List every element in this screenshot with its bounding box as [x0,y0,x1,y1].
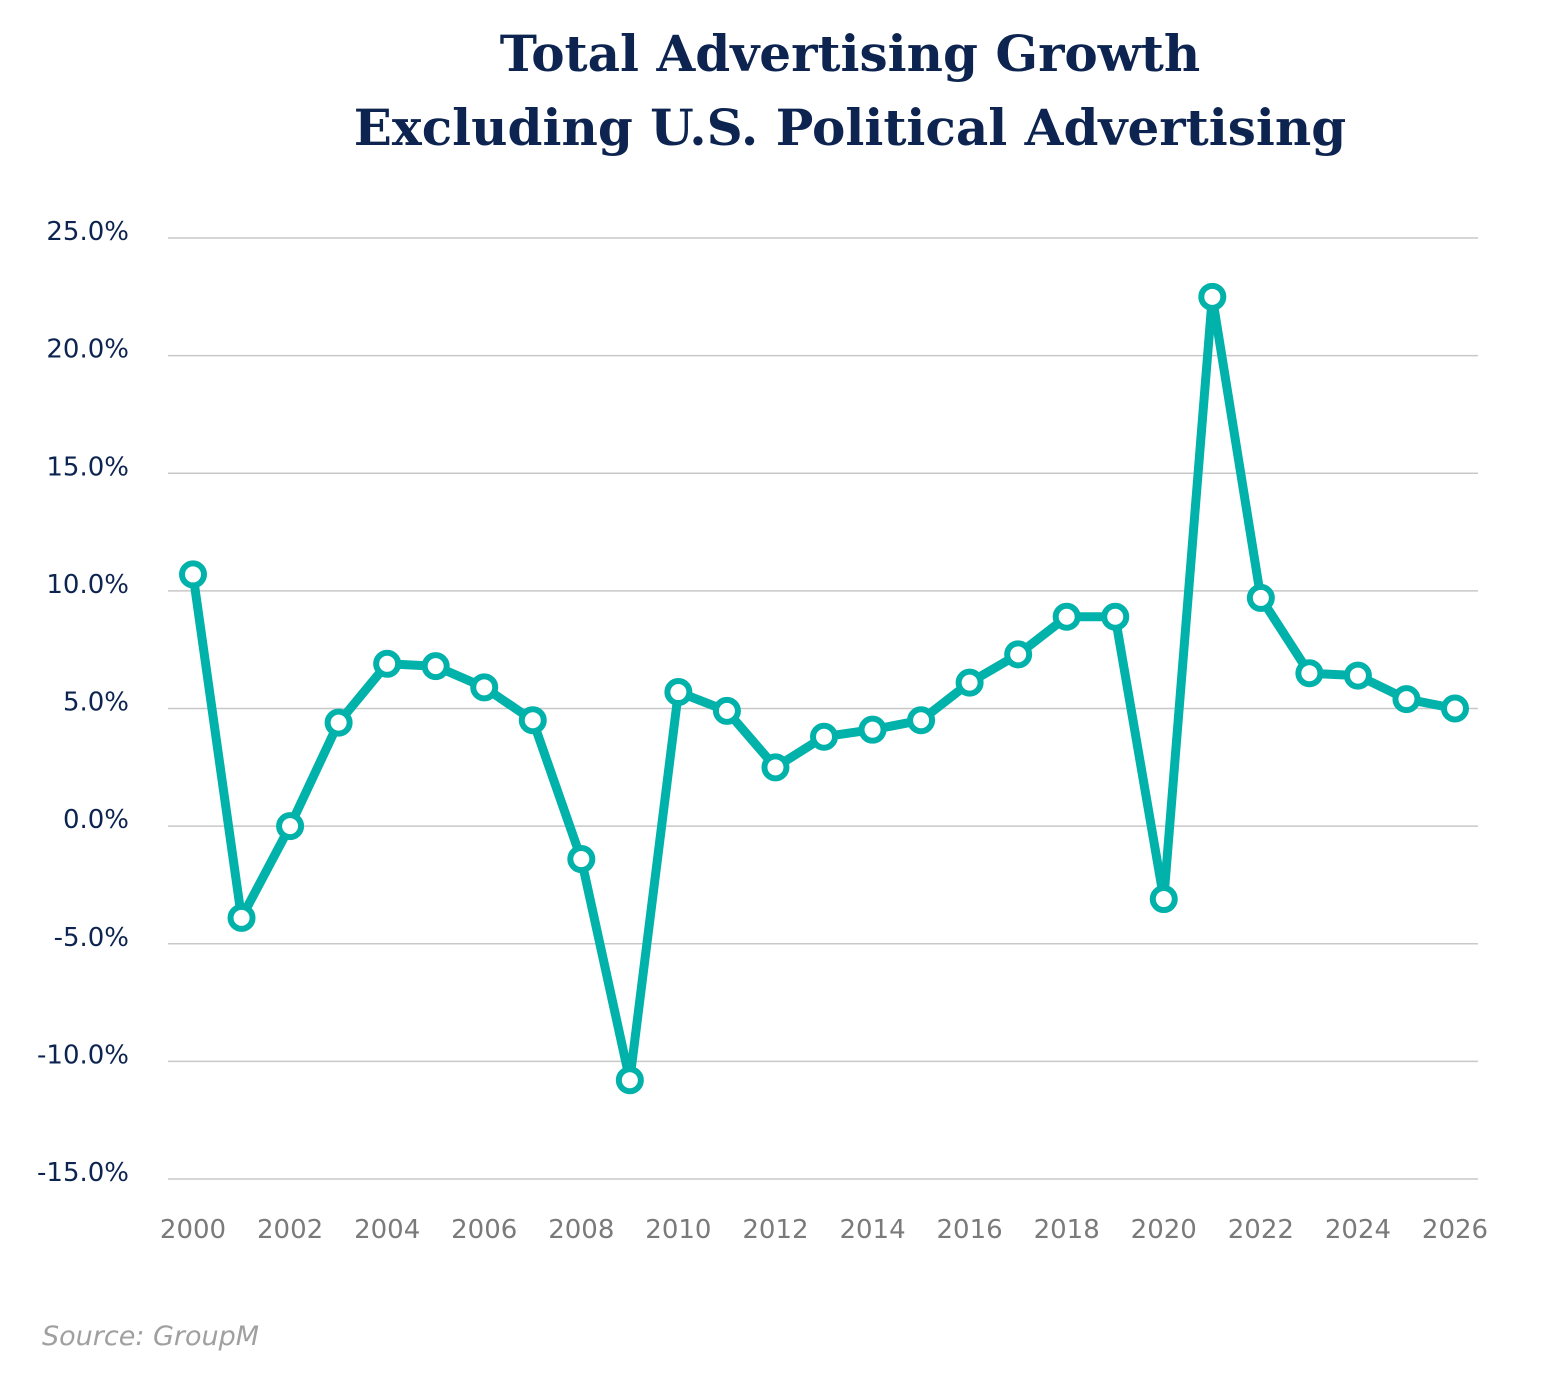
x-tick-label: 2006 [451,1215,517,1245]
data-point [276,812,305,841]
y-tick-label: -5.0% [54,923,129,953]
data-point [470,673,499,702]
data-point [518,706,547,735]
x-axis-tick-labels: 2000 2002 2004 2006 2008 2010 2012 2014 2016 2018… [160,1215,1488,1245]
data-point [907,706,936,735]
x-tick-label: 2018 [1034,1215,1100,1245]
series-total-advertising-growth [179,282,1469,1095]
data-point [955,668,984,697]
y-tick-label: 15.0% [46,452,129,482]
chart-title-line-2: Excluding U.S. Political Advertising [354,98,1346,157]
data-point [761,753,790,782]
data-point [227,903,256,932]
data-point [810,722,838,751]
y-tick-label: 10.0% [46,570,129,600]
y-axis-tick-labels: 25.0% 20.0% 15.0% 10.0% 5.0% 0.0% -5.0% -10.0% -… [37,217,129,1188]
data-point [1392,685,1421,714]
y-tick-label: -15.0% [37,1158,129,1188]
x-tick-label: 2010 [645,1215,711,1245]
data-point [1441,694,1469,723]
data-point [1343,661,1372,690]
data-point [1246,583,1275,612]
data-point [324,708,353,737]
data-point [712,696,741,725]
data-point [179,560,207,589]
x-tick-label: 2020 [1131,1215,1197,1245]
series-line [188,292,1460,1085]
x-tick-label: 2022 [1228,1215,1294,1245]
y-tick-label: 20.0% [46,335,129,365]
data-point [1149,885,1178,914]
x-tick-label: 2026 [1422,1215,1488,1245]
gridlines [168,237,1478,1180]
x-tick-label: 2004 [354,1215,420,1245]
data-point [664,678,693,707]
x-tick-label: 2012 [742,1215,808,1245]
data-point [1198,282,1227,311]
x-tick-label: 2016 [937,1215,1003,1245]
y-tick-label: 5.0% [63,688,129,718]
chart-title-line-1: Total Advertising Growth [500,24,1201,83]
data-point [421,652,450,681]
data-point [1295,659,1324,688]
data-point [1004,640,1033,669]
x-tick-label: 2000 [160,1215,226,1245]
data-point [373,649,402,678]
y-tick-label: 0.0% [63,805,129,835]
data-point [858,715,887,744]
data-point [567,845,596,874]
x-tick-label: 2002 [257,1215,323,1245]
x-tick-label: 2024 [1325,1215,1391,1245]
x-tick-label: 2008 [548,1215,614,1245]
source-note: Source: GroupM [42,1321,259,1352]
x-tick-label: 2014 [839,1215,905,1245]
y-tick-label: -10.0% [37,1040,129,1070]
data-point [615,1066,644,1095]
data-point [1052,602,1081,631]
data-point [1101,602,1130,631]
y-tick-label: 25.0% [46,217,129,247]
